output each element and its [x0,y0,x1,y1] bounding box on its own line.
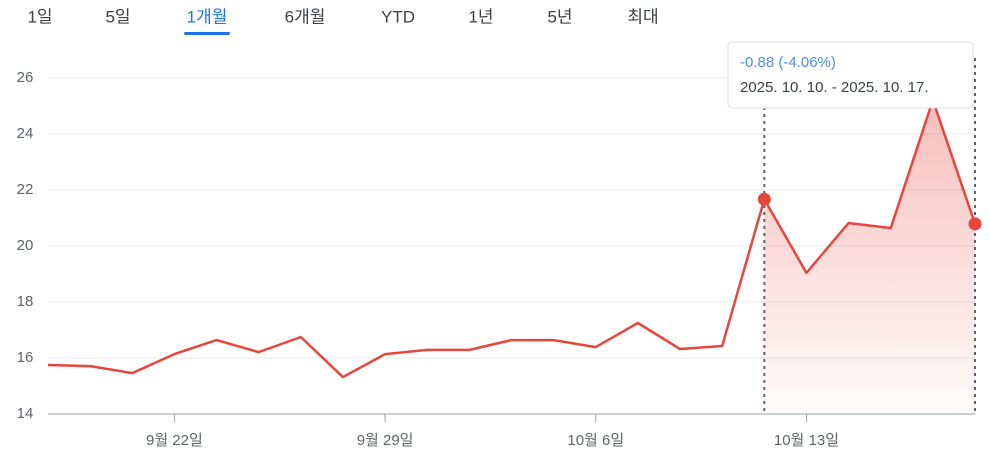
y-tick-label: 22 [17,181,34,198]
tooltip-change: -0.88 (-4.06%) [740,54,836,71]
range-tab[interactable]: YTD [381,7,415,26]
y-tick-label: 26 [17,69,34,86]
x-tick-label: 10월 6일 [567,432,624,449]
tooltip-range: 2025. 10. 10. - 2025. 10. 17. [740,79,928,96]
highlight-point [968,217,982,231]
tooltip-box [727,41,974,109]
x-tick-label: 9월 22일 [146,432,203,449]
plot: 14 16 18 20 22 24 26 9월 22일 9월 29일 10월 6일 10월 13일 [17,58,982,449]
x-tick-label: 9월 29일 [357,432,414,449]
y-tick-label: 16 [17,349,34,366]
range-tab[interactable]: 5년 [547,7,572,26]
range-tab[interactable]: 6개월 [285,7,326,26]
range-tab[interactable]: 1년 [468,7,493,26]
highlight-area [764,100,975,415]
highlight-point [757,192,771,206]
range-tab[interactable]: 1일 [27,7,52,26]
y-tick-label: 14 [17,405,34,422]
range-tab[interactable]: 1개월 [187,7,228,26]
y-tick-label: 18 [17,293,34,310]
tab-underline [184,32,230,35]
range-tab[interactable]: 최대 [627,7,658,26]
range-tabs: 1일 5일 1개월 6개월 YTD 1년 5년 최대 [27,7,659,35]
price-line [47,98,977,379]
y-tick-label: 24 [17,125,34,142]
tooltip: -0.88 (-4.06%) 2025. 10. 10. - 2025. 10.… [727,41,974,109]
x-tick-label: 10월 13일 [774,432,839,449]
range-tab[interactable]: 5일 [105,7,130,26]
y-tick-label: 20 [17,237,34,254]
